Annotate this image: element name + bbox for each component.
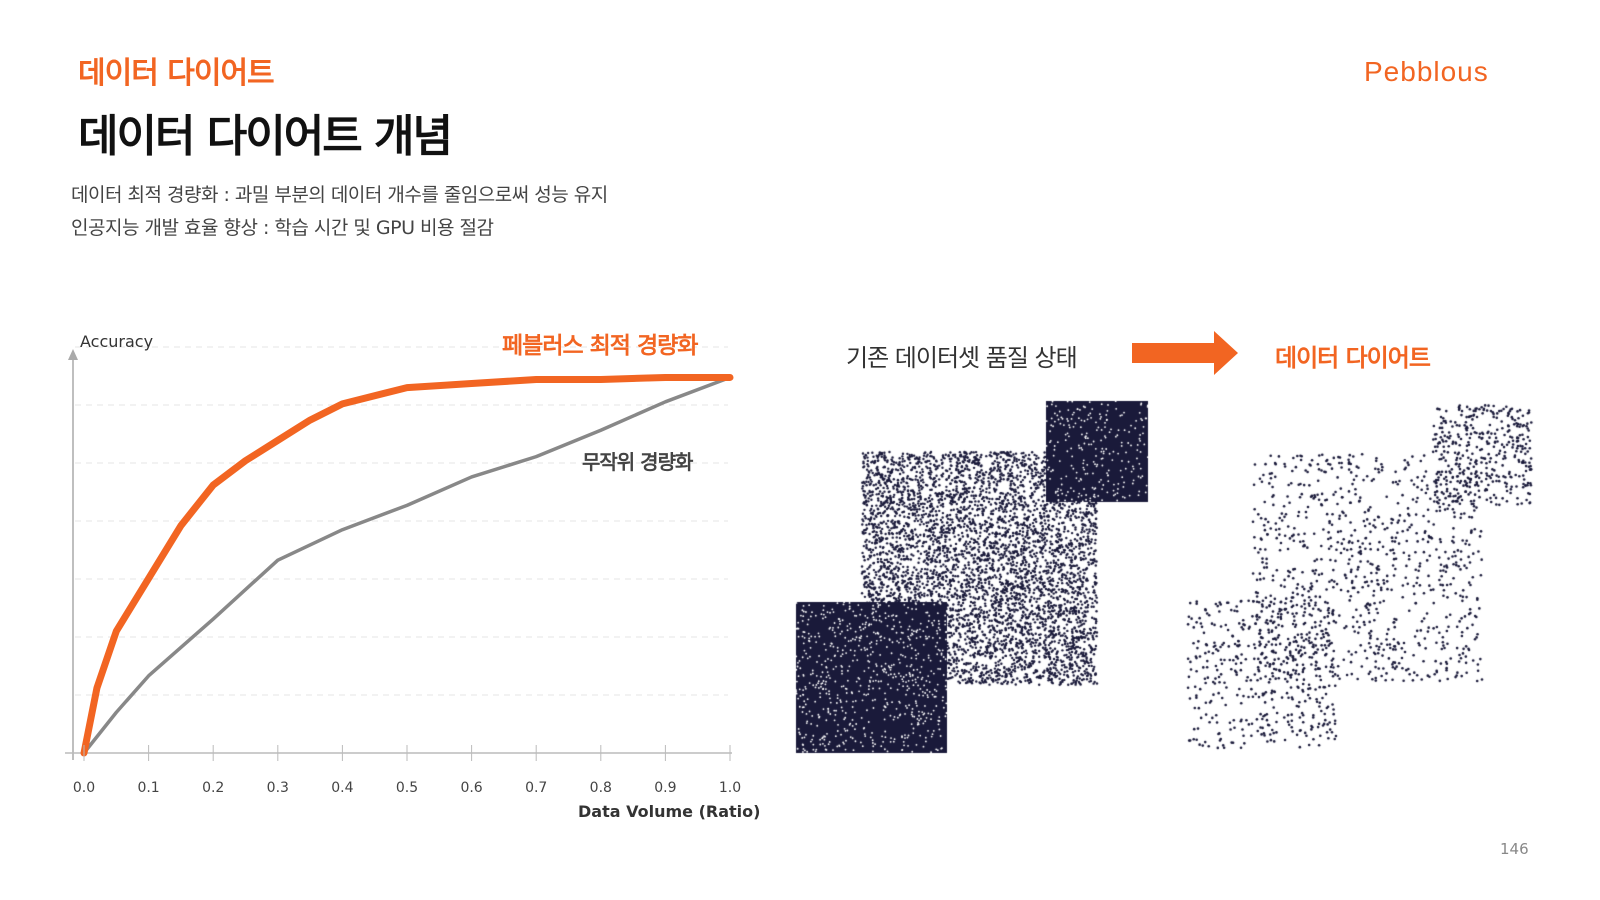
series-line-pebblous <box>80 373 734 757</box>
section-title: 데이터 다이어트 <box>78 56 275 91</box>
x-tick-label: 0.7 <box>525 780 547 796</box>
arrow-right-icon <box>1132 331 1238 375</box>
page-number: 146 <box>1500 840 1529 858</box>
x-tick-label: 0.5 <box>396 780 418 796</box>
x-tick-label: 0.4 <box>331 780 353 796</box>
pebblous-logo: Pebblous <box>1364 56 1489 87</box>
x-tick-label: 0.2 <box>202 780 224 796</box>
x-tick-label: 1.0 <box>719 780 741 796</box>
y-axis-arrow-icon <box>68 349 78 360</box>
series-label-pebblous: 페블러스 최적 경량화 <box>502 333 698 359</box>
x-tick-label: 0.1 <box>137 780 159 796</box>
x-axis-label: Data Volume (Ratio) <box>578 802 761 821</box>
series-line-random <box>82 375 732 755</box>
y-axis-label: Accuracy <box>80 332 154 351</box>
before-label: 기존 데이터셋 품질 상태 <box>846 344 1078 372</box>
x-tick-label: 0.9 <box>654 780 676 796</box>
x-tick-label: 0.0 <box>73 780 95 796</box>
x-tick-label: 0.8 <box>590 780 612 796</box>
dataset-scatter-diagram <box>780 390 1560 770</box>
x-tick-label: 0.3 <box>267 780 289 796</box>
x-tick-label: 0.6 <box>460 780 482 796</box>
page-title: 데이터 다이어트 개념 <box>78 111 453 162</box>
bullet-1: 데이터 최적 경량화 : 과밀 부분의 데이터 개수를 줄임으로써 성능 유지 <box>71 184 608 206</box>
series-label-random: 무작위 경량화 <box>582 450 693 474</box>
bullet-2: 인공지능 개발 효율 향상 : 학습 시간 및 GPU 비용 절감 <box>71 217 494 239</box>
after-label: 데이터 다이어트 <box>1275 344 1431 372</box>
